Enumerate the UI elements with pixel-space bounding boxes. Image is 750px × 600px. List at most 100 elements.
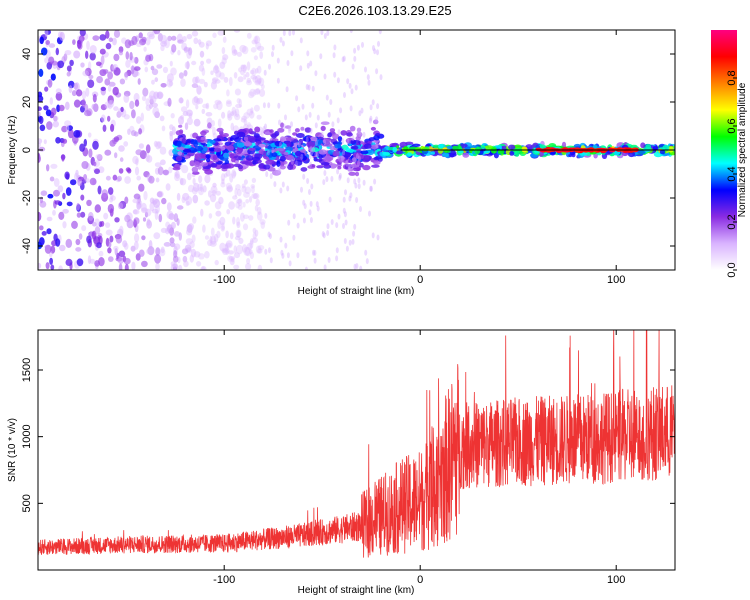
heatmap-cell bbox=[52, 120, 59, 128]
heatmap-cell bbox=[373, 134, 380, 141]
heatmap-cell bbox=[221, 47, 226, 55]
heatmap-cell bbox=[134, 233, 140, 243]
heatmap-cell bbox=[359, 206, 362, 212]
heatmap-cell bbox=[108, 241, 112, 248]
heatmap-cell bbox=[177, 39, 184, 44]
heatmap-cell bbox=[177, 49, 181, 56]
heatmap-cell bbox=[153, 232, 161, 240]
x-tick-label: 100 bbox=[607, 274, 625, 286]
heatmap-cell bbox=[186, 33, 193, 40]
heatmap-cell bbox=[369, 115, 373, 122]
heatmap-cell bbox=[47, 193, 54, 199]
heatmap-cell bbox=[297, 106, 301, 113]
heatmap-cell bbox=[508, 144, 516, 150]
heatmap-cell bbox=[353, 178, 357, 185]
heatmap-cell bbox=[141, 260, 148, 268]
heatmap-cell bbox=[162, 169, 169, 176]
heatmap-cell bbox=[245, 263, 252, 270]
heatmap-cell bbox=[323, 170, 327, 176]
heatmap-cell bbox=[342, 223, 345, 229]
heatmap-cell bbox=[279, 236, 283, 243]
heatmap-cell bbox=[231, 157, 236, 163]
heatmap-cell bbox=[110, 195, 116, 201]
heatmap-cell bbox=[246, 32, 252, 39]
heatmap-cell bbox=[166, 202, 172, 212]
heatmap-cell bbox=[256, 211, 263, 221]
heatmap-cell bbox=[245, 199, 250, 204]
heatmap-cell bbox=[335, 255, 339, 262]
heatmap-cell bbox=[125, 59, 131, 68]
heatmap-cell bbox=[306, 62, 310, 69]
heatmap-cell bbox=[286, 60, 290, 66]
heatmap-cell bbox=[214, 99, 222, 105]
heatmap-cell bbox=[373, 160, 381, 165]
heatmap-cell bbox=[240, 117, 246, 123]
heatmap-cell bbox=[243, 112, 250, 119]
heatmap-cell bbox=[172, 266, 178, 270]
heatmap-cell bbox=[161, 125, 166, 132]
heatmap-cell bbox=[314, 151, 318, 158]
colorbar-tick-label: 0.4 bbox=[726, 166, 738, 181]
heatmap-cell bbox=[284, 125, 292, 129]
heatmap-cell bbox=[370, 126, 376, 131]
heatmap-cell bbox=[314, 122, 318, 129]
heatmap-cell bbox=[134, 166, 140, 176]
heatmap-cell bbox=[278, 168, 282, 175]
heatmap-cell bbox=[119, 78, 126, 85]
heatmap-cell bbox=[269, 257, 273, 264]
heatmap-cell bbox=[215, 210, 222, 217]
heatmap-cell bbox=[226, 99, 232, 105]
heatmap-cell bbox=[213, 103, 219, 110]
heatmap-cell bbox=[484, 145, 494, 151]
heatmap-cell bbox=[131, 109, 136, 119]
heatmap-cell bbox=[156, 91, 164, 100]
heatmap-cell bbox=[310, 151, 317, 156]
heatmap-cell bbox=[299, 65, 303, 72]
heatmap-cell bbox=[276, 160, 281, 167]
heatmap-cell bbox=[80, 62, 85, 68]
heatmap-cell bbox=[141, 36, 147, 43]
heatmap-cell bbox=[276, 77, 280, 84]
heatmap-cell bbox=[254, 229, 259, 237]
heatmap-cell bbox=[327, 111, 331, 118]
heatmap-cell bbox=[143, 46, 147, 52]
chart-title: C2E6.2026.103.13.29.E25 bbox=[298, 3, 451, 18]
heatmap-cell bbox=[310, 183, 314, 190]
heatmap-cell bbox=[316, 139, 324, 145]
heatmap-cell bbox=[66, 201, 73, 207]
heatmap-cell bbox=[480, 144, 486, 150]
heatmap-cell bbox=[204, 235, 210, 240]
heatmap-cell bbox=[183, 47, 191, 52]
heatmap-cell bbox=[182, 255, 188, 263]
heatmap-cell bbox=[87, 79, 95, 88]
heatmap-cell bbox=[243, 74, 247, 80]
heatmap-cell bbox=[149, 197, 155, 204]
heatmap-cell bbox=[44, 86, 49, 92]
heatmap-cell bbox=[169, 132, 174, 142]
heatmap-cell bbox=[96, 76, 103, 84]
heatmap-cell bbox=[313, 257, 317, 264]
heatmap-cell bbox=[64, 50, 72, 56]
heatmap-cell bbox=[356, 127, 362, 133]
heatmap-cell bbox=[369, 185, 373, 192]
heatmap-cell bbox=[124, 214, 131, 223]
heatmap-cell bbox=[226, 185, 233, 193]
heatmap-cell bbox=[146, 218, 151, 226]
heatmap-cell bbox=[148, 103, 153, 109]
heatmap-cell bbox=[355, 263, 359, 269]
colorbar-scale bbox=[711, 30, 737, 270]
heatmap-cell bbox=[154, 162, 162, 168]
heatmap-cell bbox=[151, 68, 159, 76]
heatmap-cell bbox=[109, 139, 116, 147]
heatmap-cell bbox=[309, 200, 313, 207]
heatmap-cell bbox=[201, 67, 206, 76]
heatmap-cell bbox=[353, 263, 357, 270]
heatmap-cell bbox=[65, 187, 72, 196]
heatmap-cell bbox=[296, 222, 300, 229]
heatmap-cell bbox=[357, 183, 361, 190]
heatmap-cell bbox=[113, 67, 121, 76]
heatmap-cell bbox=[348, 171, 357, 176]
heatmap-cell bbox=[262, 125, 266, 132]
heatmap-cell bbox=[316, 205, 320, 212]
heatmap-cell bbox=[257, 245, 265, 251]
